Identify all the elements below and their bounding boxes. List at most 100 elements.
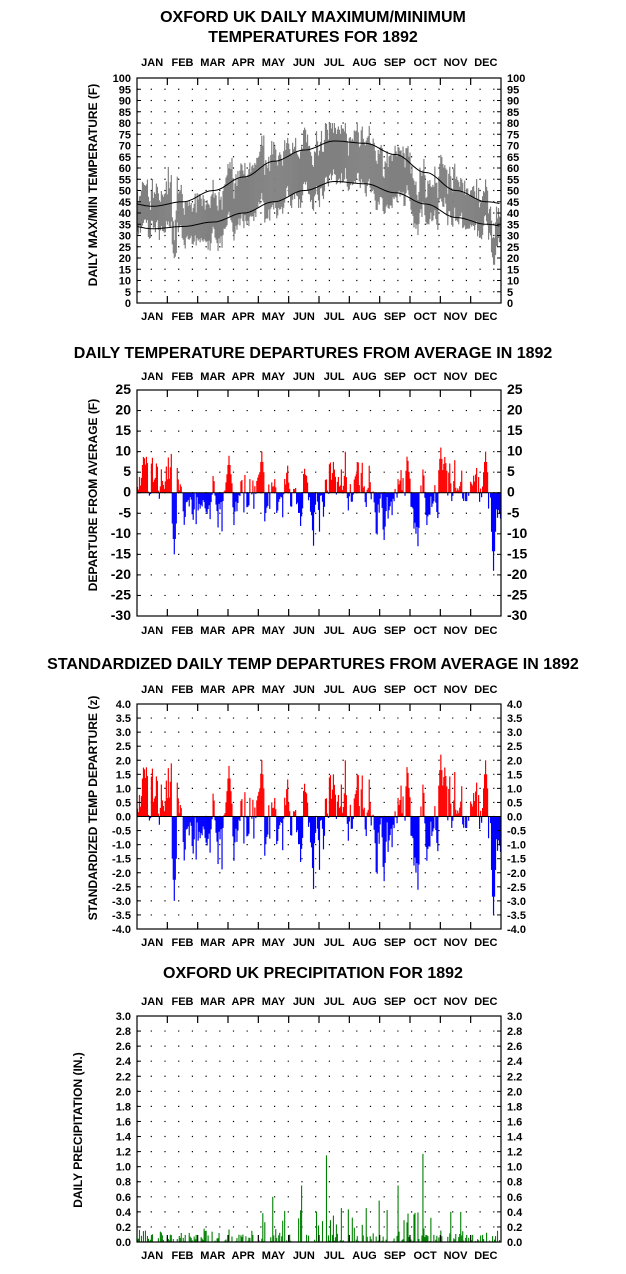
- y-tick-right: -0.5: [507, 826, 526, 838]
- y-tick-left: -15: [111, 545, 131, 561]
- y-tick-right: 1.0: [507, 1162, 522, 1174]
- month-label-bottom: JAN: [141, 625, 163, 637]
- month-label-bottom: MAY: [262, 311, 286, 323]
- y-tick-right: 0.2: [507, 1222, 522, 1234]
- series-departures: [136, 447, 502, 571]
- y-tick-left: 75: [119, 129, 131, 141]
- series-precip: [136, 1153, 501, 1242]
- month-label-bottom: DEC: [474, 937, 497, 949]
- y-tick-right: 2.6: [507, 1041, 522, 1053]
- month-label-bottom: AUG: [352, 937, 376, 949]
- y-tick-left: 65: [119, 152, 131, 164]
- month-label-bottom: SEP: [384, 1250, 406, 1262]
- month-label-bottom: OCT: [414, 937, 438, 949]
- y-axis-label: STANDARDIZED TEMP DEPARTURE (z): [86, 696, 100, 921]
- month-label-top: SEP: [384, 996, 406, 1008]
- normal-min-line: [137, 181, 500, 230]
- month-label-top: MAY: [262, 684, 286, 696]
- chart-title: OXFORD UK DAILY MAXIMUM/MINIMUM: [160, 9, 466, 26]
- month-label-top: FEB: [172, 371, 194, 383]
- y-tick-right: 1.5: [507, 769, 522, 781]
- y-tick-left: 3.0: [116, 727, 131, 739]
- month-label-top: JAN: [141, 57, 163, 69]
- month-label-top: NOV: [444, 684, 469, 696]
- month-label-top: MAR: [200, 57, 225, 69]
- month-label-bottom: MAR: [200, 625, 225, 637]
- month-label-top: JUL: [324, 684, 345, 696]
- y-tick-left: 20: [119, 253, 131, 265]
- y-tick-left: 2.8: [116, 1026, 131, 1038]
- month-label-bottom: APR: [232, 937, 255, 949]
- month-label-top: JUL: [324, 996, 345, 1008]
- y-tick-right: 2.4: [507, 1056, 523, 1068]
- y-tick-left: 0.6: [116, 1192, 131, 1204]
- month-label-bottom: FEB: [172, 1250, 194, 1262]
- month-label-top: MAY: [262, 371, 286, 383]
- y-tick-left: 15: [115, 422, 131, 438]
- month-label-bottom: MAR: [200, 1250, 225, 1262]
- month-label-top: OCT: [414, 57, 438, 69]
- month-label-bottom: JAN: [141, 311, 163, 323]
- y-tick-left: 0: [125, 298, 131, 310]
- y-tick-left: 0.5: [116, 797, 131, 809]
- y-tick-right: -10: [507, 525, 527, 541]
- y-tick-right: 90: [507, 96, 519, 108]
- month-label-bottom: DEC: [474, 311, 497, 323]
- y-tick-right: 65: [507, 152, 519, 164]
- y-tick-right: 2.2: [507, 1071, 522, 1083]
- month-label-top: OCT: [414, 371, 438, 383]
- y-tick-left: 0.4: [116, 1207, 132, 1219]
- y-tick-right: 1.0: [507, 783, 522, 795]
- month-label-top: NOV: [444, 996, 469, 1008]
- month-label-bottom: APR: [232, 1250, 255, 1262]
- y-tick-left: 30: [119, 231, 131, 243]
- y-tick-left: -1.0: [112, 840, 131, 852]
- month-label-bottom: JUL: [324, 625, 345, 637]
- y-tick-right: 0.4: [507, 1207, 523, 1219]
- y-tick-right: 50: [507, 186, 519, 198]
- month-label-top: APR: [232, 996, 255, 1008]
- month-label-bottom: NOV: [444, 625, 469, 637]
- y-tick-left: 2.4: [116, 1056, 132, 1068]
- y-tick-left: 85: [119, 107, 131, 119]
- month-label-top: SEP: [384, 371, 406, 383]
- y-tick-left: 25: [119, 242, 131, 254]
- normal-max-line: [137, 140, 500, 207]
- y-tick-left: -5: [119, 504, 132, 520]
- month-label-bottom: APR: [232, 625, 255, 637]
- y-tick-right: 30: [507, 231, 519, 243]
- y-tick-left: 10: [115, 443, 131, 459]
- y-tick-left: 0.2: [116, 1222, 131, 1234]
- y-tick-left: 55: [119, 174, 131, 186]
- y-tick-left: -4.0: [112, 924, 131, 936]
- y-tick-left: -3.0: [112, 896, 131, 908]
- month-label-bottom: JAN: [141, 1250, 163, 1262]
- month-label-bottom: AUG: [352, 625, 376, 637]
- y-tick-left: 2.5: [116, 741, 131, 753]
- month-label-bottom: MAR: [200, 937, 225, 949]
- y-tick-left: 1.8: [116, 1101, 131, 1113]
- month-label-top: JUN: [293, 996, 315, 1008]
- y-tick-right: 5: [507, 463, 515, 479]
- month-label-bottom: MAY: [262, 937, 286, 949]
- y-tick-right: 2.8: [507, 1026, 522, 1038]
- month-label-bottom: APR: [232, 311, 255, 323]
- chart-panel-1: OXFORD UK DAILY MAXIMUM/MINIMUM TEMPERATU…: [86, 9, 525, 323]
- month-label-bottom: NOV: [444, 937, 469, 949]
- month-label-top: JAN: [141, 371, 163, 383]
- y-tick-left: 100: [113, 73, 131, 85]
- y-tick-left: -0.5: [112, 826, 131, 838]
- y-tick-left: 1.2: [116, 1147, 131, 1159]
- y-tick-right: 55: [507, 174, 519, 186]
- y-tick-left: 5: [123, 463, 131, 479]
- month-label-bottom: SEP: [384, 937, 406, 949]
- month-label-bottom: OCT: [414, 625, 438, 637]
- month-label-top: DEC: [474, 57, 497, 69]
- y-tick-left: 80: [119, 118, 131, 130]
- y-tick-right: 15: [507, 264, 519, 276]
- y-tick-right: 1.6: [507, 1116, 522, 1128]
- y-tick-left: 2.0: [116, 755, 131, 767]
- y-tick-right: 3.0: [507, 727, 522, 739]
- y-tick-left: -3.5: [112, 910, 131, 922]
- y-tick-left: 15: [119, 264, 131, 276]
